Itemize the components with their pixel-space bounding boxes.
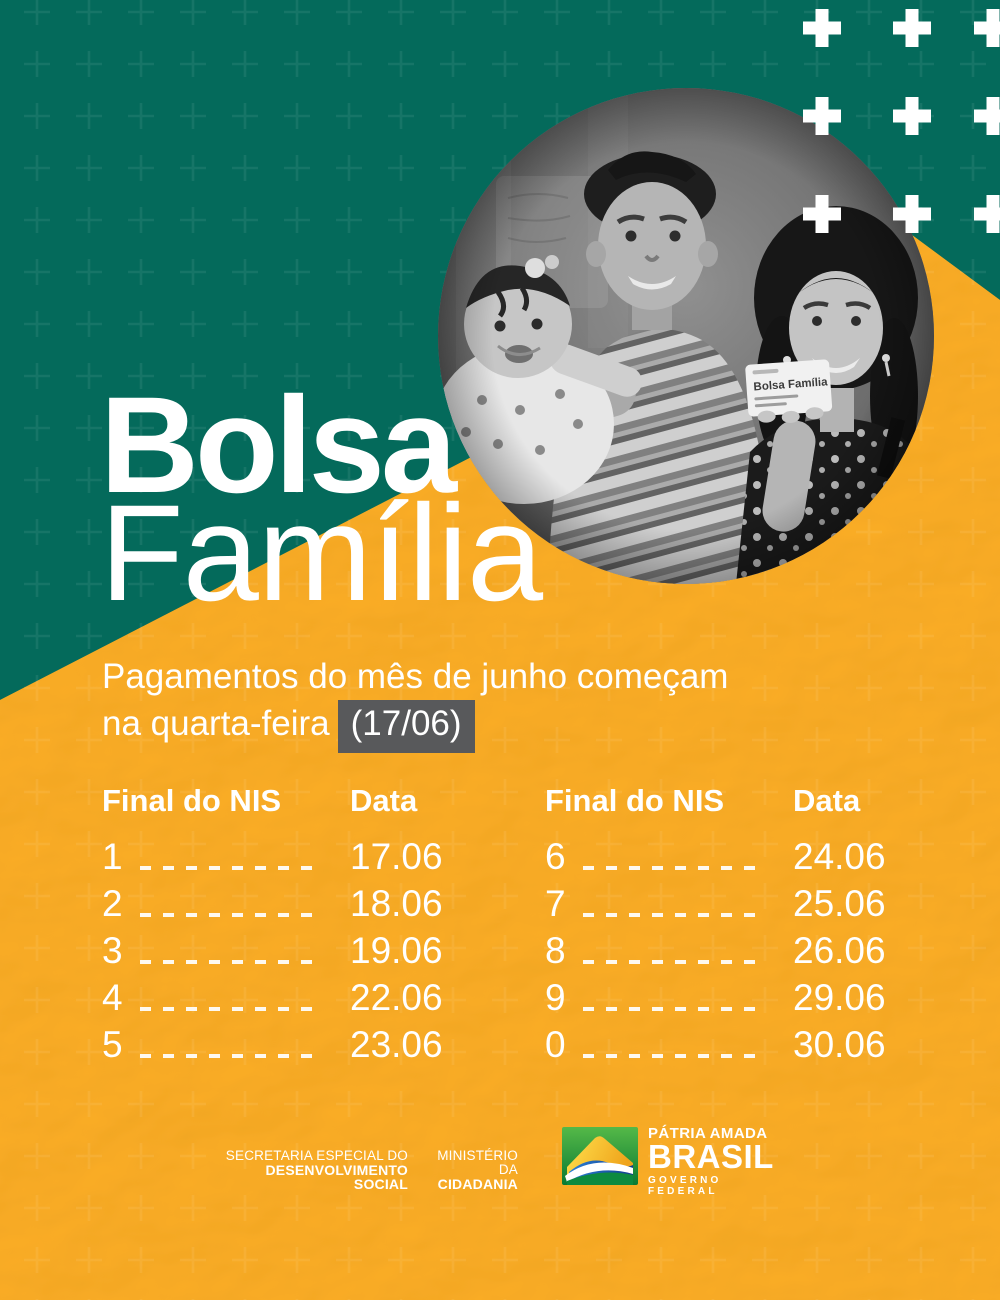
payment-date: 26.06 bbox=[793, 930, 886, 971]
subtitle-line-1: Pagamentos do mês de junho começam bbox=[102, 657, 729, 696]
table-row: 8 26.06 bbox=[545, 928, 890, 975]
title-line-2: Família bbox=[100, 477, 543, 630]
page-title: Bolsa Família bbox=[100, 0, 820, 680]
nis-final-digit: 0 bbox=[545, 1024, 566, 1065]
dashed-leader-line bbox=[140, 1054, 324, 1058]
payment-date: 24.06 bbox=[793, 836, 886, 877]
table-row: 6 24.06 bbox=[545, 834, 890, 881]
table-row: 7 25.06 bbox=[545, 881, 890, 928]
payment-date: 17.06 bbox=[350, 836, 443, 877]
payment-date: 23.06 bbox=[350, 1024, 443, 1065]
dashed-leader-line bbox=[140, 913, 324, 917]
dashed-leader-line bbox=[140, 960, 324, 964]
table-header: Final do NIS Data bbox=[545, 783, 890, 834]
table-row: 0 30.06 bbox=[545, 1022, 890, 1069]
dashed-leader-line bbox=[583, 960, 767, 964]
column-header-date: Data bbox=[350, 783, 418, 818]
dashed-leader-line bbox=[583, 1007, 767, 1011]
payment-table-right: Final do NIS Data 6 24.06 7 25.06 8 26.0… bbox=[545, 783, 890, 1069]
payment-date: 25.06 bbox=[793, 883, 886, 924]
dashed-leader-line bbox=[583, 1054, 767, 1058]
payment-date: 29.06 bbox=[793, 977, 886, 1018]
nis-final-digit: 5 bbox=[102, 1024, 123, 1065]
table-row: 9 29.06 bbox=[545, 975, 890, 1022]
nis-final-digit: 7 bbox=[545, 883, 566, 924]
date-highlight-badge: (17/06) bbox=[337, 700, 475, 753]
nis-final-digit: 4 bbox=[102, 977, 123, 1018]
payment-date: 30.06 bbox=[793, 1024, 886, 1065]
table-row: 2 18.06 bbox=[102, 881, 447, 928]
payment-date: 18.06 bbox=[350, 883, 443, 924]
nis-final-digit: 1 bbox=[102, 836, 123, 877]
payment-date: 19.06 bbox=[350, 930, 443, 971]
dashed-leader-line bbox=[140, 866, 324, 870]
table-row: 5 23.06 bbox=[102, 1022, 447, 1069]
dashed-leader-line bbox=[583, 866, 767, 870]
dashed-leader-line bbox=[583, 913, 767, 917]
column-header-nis: Final do NIS bbox=[102, 783, 282, 818]
payment-table-left: Final do NIS Data 1 17.06 2 18.06 3 19.0… bbox=[102, 783, 447, 1069]
payment-date: 22.06 bbox=[350, 977, 443, 1018]
table-row: 3 19.06 bbox=[102, 928, 447, 975]
table-row: 1 17.06 bbox=[102, 834, 447, 881]
column-header-date: Data bbox=[793, 783, 861, 818]
nis-final-digit: 9 bbox=[545, 977, 566, 1018]
nis-final-digit: 8 bbox=[545, 930, 566, 971]
subtitle-line-2-text: na quarta-feira bbox=[102, 704, 330, 743]
nis-final-digit: 6 bbox=[545, 836, 566, 877]
dashed-leader-line bbox=[140, 1007, 324, 1011]
subtitle: Pagamentos do mês de junho começam na qu… bbox=[102, 654, 728, 753]
subtitle-line-2: na quarta-feira (17/06) bbox=[102, 700, 728, 753]
table-header: Final do NIS Data bbox=[102, 783, 447, 834]
nis-final-digit: 3 bbox=[102, 930, 123, 971]
table-row: 4 22.06 bbox=[102, 975, 447, 1022]
nis-final-digit: 2 bbox=[102, 883, 123, 924]
column-header-nis: Final do NIS bbox=[545, 783, 725, 818]
